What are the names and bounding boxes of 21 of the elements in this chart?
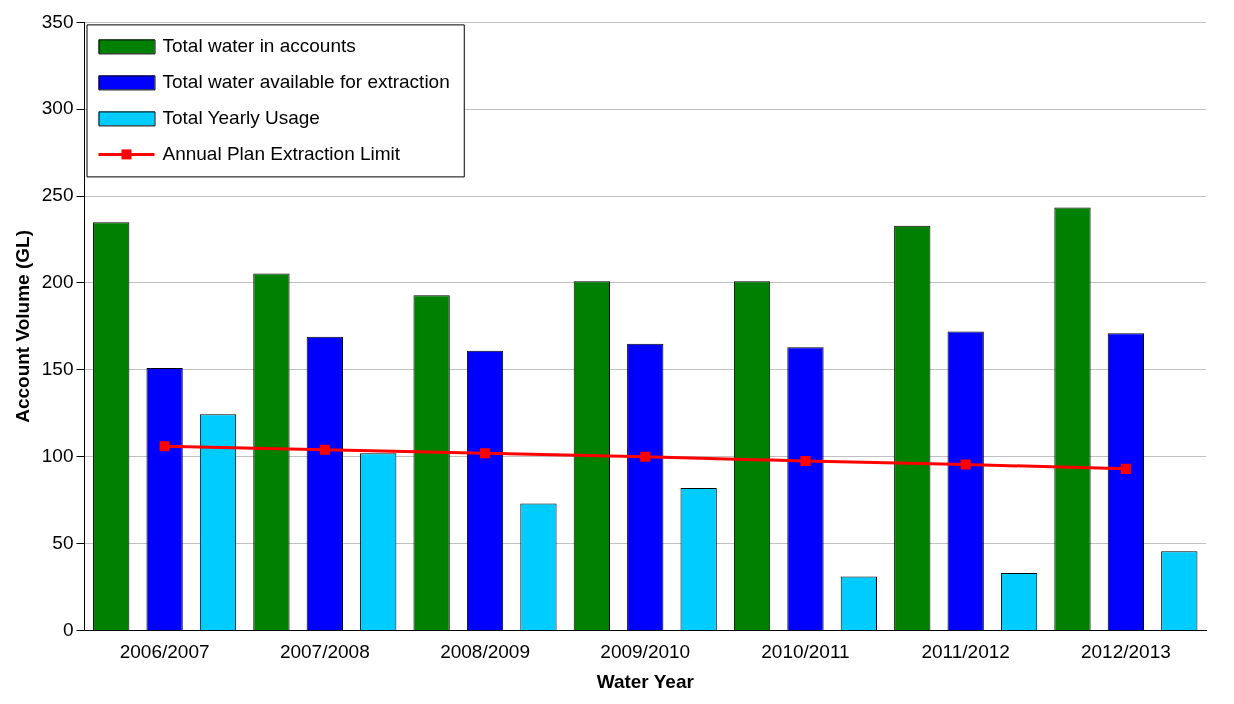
legend-label: Total water in accounts — [162, 34, 356, 56]
x-tick-label: 2007/2008 — [279, 641, 370, 663]
x-tick-label: 2009/2010 — [600, 641, 691, 663]
x-tick-label: 2006/2007 — [119, 641, 210, 663]
y-tick-label: 250 — [41, 184, 74, 206]
y-tick-label: 150 — [41, 358, 74, 380]
y-tick-label: 350 — [41, 10, 74, 32]
legend-label: Total Yearly Usage — [162, 106, 320, 128]
y-tick-label: 200 — [41, 271, 74, 293]
y-tick-label: 50 — [52, 531, 74, 553]
x-tick-label: 2011/2012 — [921, 641, 1010, 663]
legend-label: Total water available for extraction — [162, 70, 450, 92]
x-tick-label: 2008/2009 — [440, 641, 530, 663]
y-axis-title: Account Volume (GL) — [11, 229, 33, 423]
y-tick-label: 100 — [41, 444, 74, 466]
legend-label: Annual Plan Extraction Limit — [162, 142, 401, 164]
y-tick-label: 0 — [62, 618, 74, 640]
y-tick-label: 300 — [41, 97, 74, 119]
x-axis-title: Water Year — [596, 670, 695, 692]
x-tick-label: 2010/2011 — [761, 641, 850, 663]
x-tick-label: 2012/2013 — [1080, 641, 1171, 663]
